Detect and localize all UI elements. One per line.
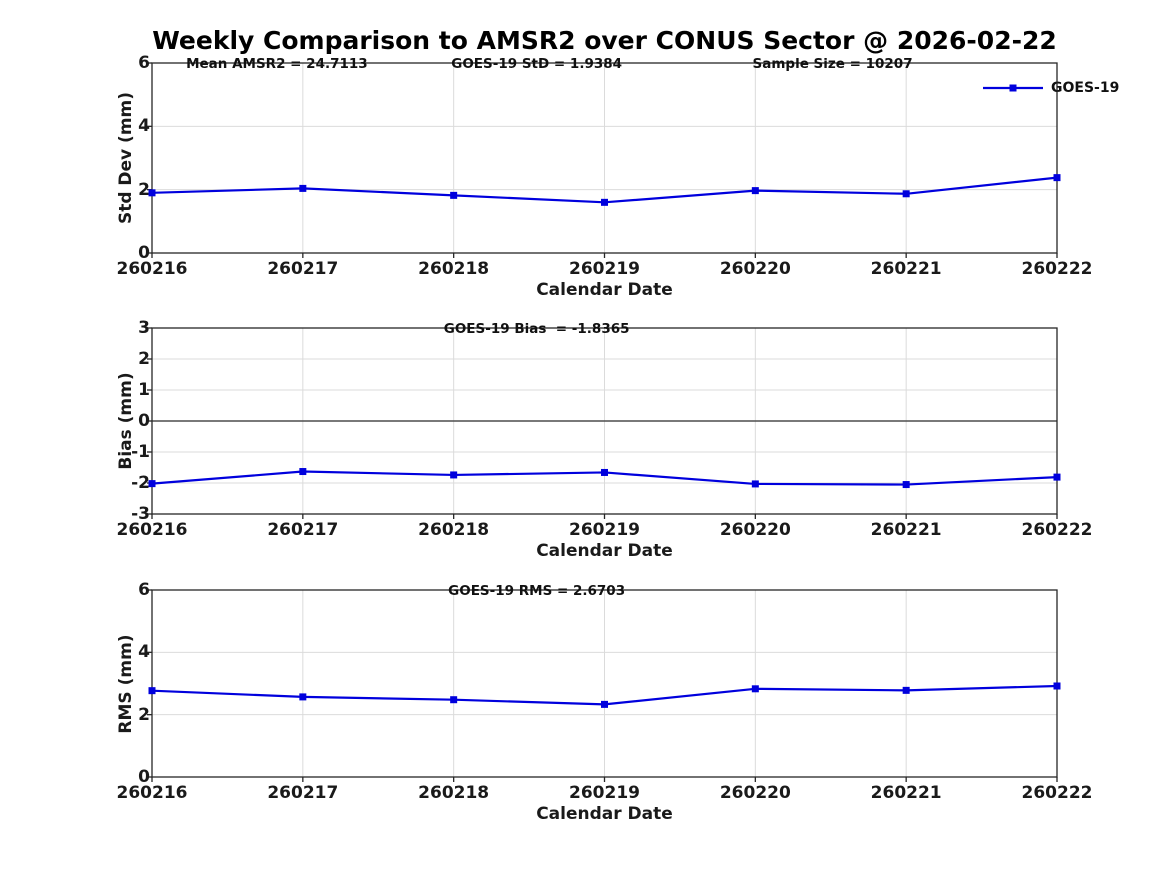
x-tick-label: 260218	[418, 259, 490, 279]
data-point-marker	[902, 481, 910, 489]
legend-label: GOES-19	[1051, 80, 1120, 96]
data-point-marker	[450, 471, 458, 479]
y-tick-label: 6	[138, 580, 150, 600]
y-tick-label: 0	[138, 411, 150, 431]
data-point-marker	[148, 687, 156, 695]
y-tick-label: -2	[131, 473, 150, 493]
legend-line-icon	[983, 84, 1043, 92]
x-tick-label: 260219	[569, 783, 640, 803]
axis-border	[151, 327, 1058, 515]
x-tick-label: 260216	[116, 520, 188, 540]
data-point-marker	[148, 480, 156, 488]
data-point-marker	[299, 468, 307, 476]
x-tick-label: 260222	[1021, 783, 1093, 803]
y-tick-label: 2	[138, 179, 150, 200]
data-point-marker	[601, 700, 608, 708]
x-tick-label: 260221	[870, 259, 942, 279]
annotation: Sample Size = 10207	[752, 56, 913, 72]
data-point-marker	[450, 696, 458, 704]
y-tick-label: 2	[138, 349, 150, 369]
x-axis-label: Calendar Date	[536, 541, 673, 561]
data-point-marker	[751, 685, 759, 693]
data-point-marker	[601, 468, 608, 476]
x-axis-label: Calendar Date	[536, 280, 673, 300]
y-tick-label: 4	[138, 642, 150, 663]
annotation: GOES-19 RMS = 2.6703	[448, 583, 626, 599]
x-tick-label: 260217	[267, 259, 339, 279]
x-tick-label: 260217	[267, 520, 339, 540]
plot-area-svg	[147, 589, 1061, 782]
x-axis-label: Calendar Date	[536, 804, 673, 824]
annotation: GOES-19 StD = 1.9384	[451, 56, 623, 72]
y-tick-label: 6	[138, 53, 150, 73]
annotation: Mean AMSR2 = 24.7113	[186, 56, 368, 72]
plot-area-svg	[147, 327, 1061, 519]
x-tick-label: 260221	[870, 520, 942, 540]
data-point-marker	[751, 187, 759, 195]
x-tick-label: 260219	[569, 259, 640, 279]
y-tick-label: 1	[138, 380, 150, 400]
x-tick-label: 260218	[418, 783, 490, 803]
x-tick-label: 260219	[569, 520, 640, 540]
y-tick-label: -3	[131, 504, 150, 524]
x-tick-label: 260216	[116, 783, 188, 803]
x-tick-label: 260222	[1021, 520, 1093, 540]
x-tick-label: 260220	[719, 783, 791, 803]
x-tick-label: 260217	[267, 783, 339, 803]
x-tick-label: 260220	[719, 520, 791, 540]
x-tick-label: 260216	[116, 259, 188, 279]
y-tick-label: 2	[138, 704, 150, 725]
data-point-marker	[148, 189, 156, 197]
axis-border	[151, 62, 1058, 254]
data-point-marker	[299, 693, 307, 701]
y-axis-label: Std Dev (mm)	[116, 91, 136, 225]
legend: GOES-19	[982, 80, 1119, 96]
data-point-marker	[601, 198, 608, 206]
x-tick-label: 260218	[418, 520, 490, 540]
x-tick-label: 260220	[719, 259, 791, 279]
data-point-marker	[902, 190, 910, 198]
data-point-marker	[902, 686, 910, 694]
legend-marker	[1009, 84, 1017, 92]
y-tick-label: -1	[131, 442, 150, 462]
data-point-marker	[1053, 682, 1061, 690]
data-point-marker	[299, 184, 307, 192]
y-tick-label: 0	[138, 243, 150, 263]
y-tick-label: 3	[138, 318, 150, 338]
x-tick-label: 260221	[870, 783, 942, 803]
y-tick-label: 0	[138, 767, 150, 787]
data-point-marker	[1053, 174, 1061, 182]
annotation: GOES-19 Bias = -1.8365	[443, 321, 630, 337]
data-point-marker	[751, 480, 759, 488]
data-point-marker	[1053, 473, 1061, 481]
y-tick-label: 4	[138, 116, 150, 137]
x-tick-label: 260222	[1021, 259, 1093, 279]
data-point-marker	[450, 191, 458, 199]
figure-title: Weekly Comparison to AMSR2 over CONUS Se…	[152, 26, 1057, 55]
plot-area-svg	[147, 62, 1061, 258]
